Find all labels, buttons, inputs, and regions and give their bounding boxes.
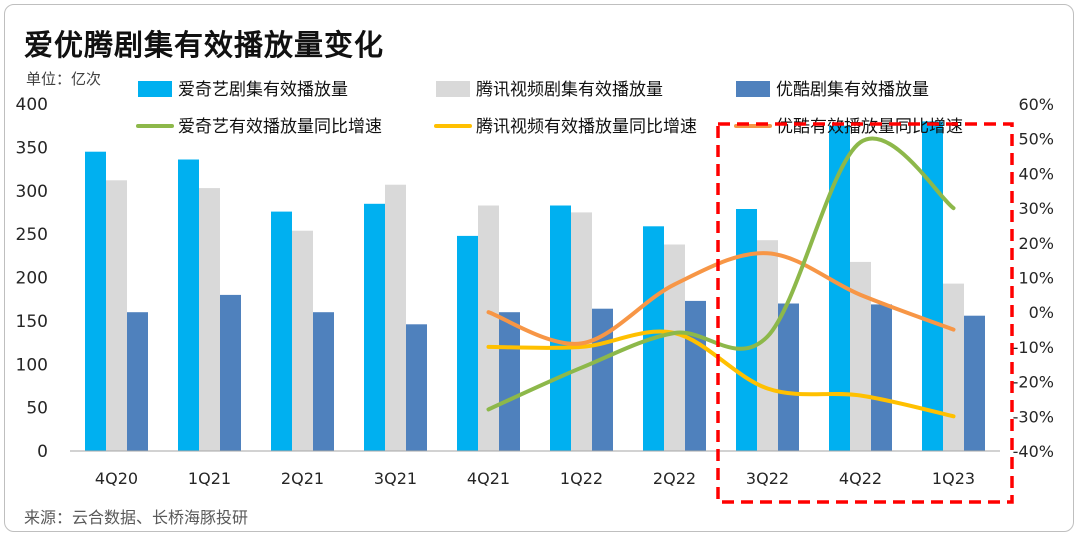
bar-youku-3q22 [778, 303, 799, 451]
legend-label: 爱奇艺剧集有效播放量 [178, 80, 348, 100]
right-tick-label: 20% [1018, 234, 1054, 253]
legend-label: 腾讯视频剧集有效播放量 [476, 80, 663, 100]
bar-youku-2q22 [685, 300, 706, 451]
axes-layer: 0 50 100 150 200 250 300 350 400 -40% -30% -20% -10%… [16, 95, 1054, 488]
bar-tencent-1q21 [199, 188, 220, 451]
legend-label: 爱奇艺有效播放量同比增速 [178, 117, 382, 137]
line-tencent-yoy [486, 329, 956, 419]
left-tick-label: 400 [16, 95, 48, 115]
right-tick-label: 40% [1018, 164, 1054, 183]
left-tick-label: 200 [16, 269, 48, 289]
chart-frame [4, 4, 1074, 532]
bar-tencent-1q23 [943, 283, 964, 451]
bar-youku-4q21 [499, 312, 520, 451]
bar-tencent-4q20 [106, 180, 127, 452]
left-tick-label: 300 [16, 182, 48, 202]
category-label: 2Q21 [281, 469, 324, 488]
bar-tencent-4q21 [478, 205, 499, 451]
bar-iqiyi-1q23 [922, 121, 943, 452]
bar-youku-4q22 [871, 304, 892, 451]
right-tick-label: 0% [1029, 303, 1054, 322]
left-tick-label: 150 [16, 312, 48, 332]
right-tick-label: -30% [1013, 407, 1054, 426]
bar-tencent-1q22 [571, 212, 592, 451]
line-iqiyi-yoy [486, 136, 956, 412]
bar-youku-1q23 [964, 315, 985, 451]
legend-label: 优酷有效播放量同比增速 [776, 117, 963, 137]
unit-label: 单位：亿次 [26, 70, 102, 88]
left-tick-label: 0 [37, 442, 48, 462]
bar-youku-4q20 [127, 312, 148, 451]
right-tick-label: 10% [1018, 269, 1054, 288]
bar-youku-2q21 [313, 312, 334, 451]
category-label: 4Q22 [839, 469, 882, 488]
legend-swatch [736, 81, 770, 97]
right-tick-label: -20% [1013, 373, 1054, 392]
bar-tencent-2q21 [292, 230, 313, 451]
right-tick-label: 30% [1018, 199, 1054, 218]
category-label: 3Q21 [374, 469, 417, 488]
category-label: 1Q23 [932, 469, 975, 488]
legend-swatch [138, 81, 172, 97]
left-tick-label: 50 [26, 399, 48, 419]
highlight-layer [716, 122, 1014, 504]
legend-layer: 爱奇艺剧集有效播放量 腾讯视频剧集有效播放量 优酷剧集有效播放量爱奇艺有效播放量同比… [136, 80, 963, 137]
source-note: 来源：云合数据、长桥海豚投研 [24, 508, 249, 527]
legend-label: 优酷剧集有效播放量 [776, 80, 929, 100]
bar-youku-3q21 [406, 324, 427, 451]
bar-tencent-4q22 [850, 261, 871, 451]
category-label: 4Q20 [95, 469, 138, 488]
bar-iqiyi-1q21 [178, 159, 199, 451]
bar-tencent-2q22 [664, 244, 685, 451]
bar-iqiyi-3q21 [364, 203, 385, 451]
category-label: 3Q22 [746, 469, 789, 488]
bar-tencent-3q22 [757, 240, 778, 451]
right-tick-label: 50% [1018, 130, 1054, 149]
bars-layer [85, 121, 985, 452]
bar-iqiyi-4q20 [85, 151, 106, 451]
left-tick-label: 250 [16, 225, 48, 245]
bar-tencent-3q21 [385, 184, 406, 451]
right-tick-label: 60% [1018, 95, 1054, 114]
category-label: 1Q21 [188, 469, 231, 488]
legend-label: 腾讯视频有效播放量同比增速 [476, 117, 697, 137]
category-label: 1Q22 [560, 469, 603, 488]
right-tick-label: -40% [1013, 442, 1054, 461]
right-tick-label: -10% [1013, 338, 1054, 357]
left-tick-label: 100 [16, 355, 48, 375]
bar-youku-1q21 [220, 294, 241, 451]
highlight-box [716, 122, 1014, 504]
bar-iqiyi-2q21 [271, 211, 292, 451]
category-label: 4Q21 [467, 469, 510, 488]
bar-iqiyi-4q21 [457, 235, 478, 451]
legend-swatch [436, 81, 470, 97]
bar-iqiyi-4q22 [829, 125, 850, 451]
left-tick-label: 350 [16, 138, 48, 158]
chart-title: 爱优腾剧集有效播放量变化 [24, 28, 385, 62]
category-label: 2Q22 [653, 469, 696, 488]
bar-iqiyi-1q22 [550, 205, 571, 451]
bar-iqiyi-3q22 [736, 209, 757, 451]
